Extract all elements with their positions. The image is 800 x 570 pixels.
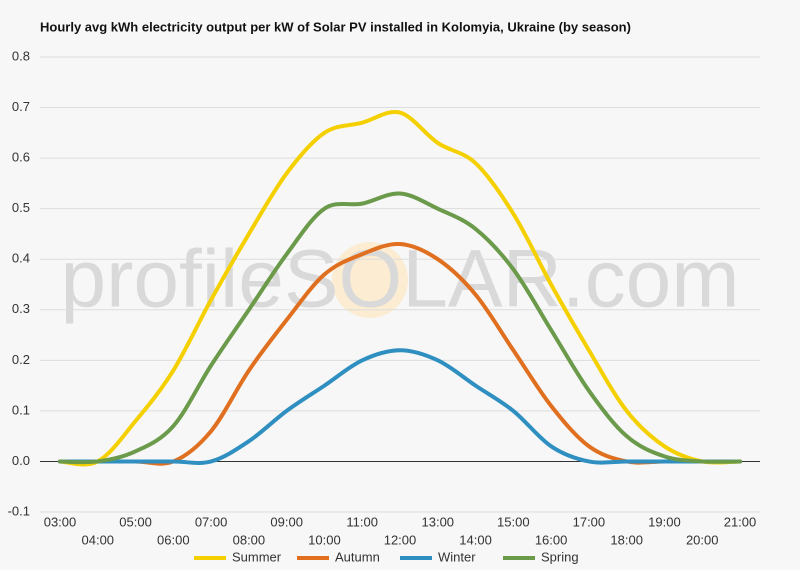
- y-tick-label: -0.1: [8, 503, 30, 518]
- series-line: [58, 348, 742, 465]
- x-tick-label: 16:00: [535, 532, 568, 547]
- x-tick-label: 05:00: [119, 514, 152, 529]
- x-tick-label: 15:00: [497, 514, 530, 529]
- watermark: profileSOLAR.com: [60, 234, 739, 325]
- series-line: [58, 191, 742, 465]
- x-tick-label: 06:00: [157, 532, 190, 547]
- y-tick-label: 0.4: [12, 251, 30, 266]
- x-tick-label: 14:00: [459, 532, 492, 547]
- x-tick-label: 07:00: [195, 514, 228, 529]
- legend-label: Summer: [232, 549, 282, 564]
- x-tick-label: 03:00: [44, 514, 77, 529]
- y-tick-label: 0.2: [12, 352, 30, 367]
- x-tick-label: 21:00: [724, 514, 757, 529]
- x-tick-label: 19:00: [648, 514, 681, 529]
- y-tick-label: 0.5: [12, 200, 30, 215]
- y-tick-label: 0.7: [12, 99, 30, 114]
- x-tick-label: 08:00: [233, 532, 266, 547]
- x-tick-label: 18:00: [610, 532, 643, 547]
- x-tick-label: 04:00: [82, 532, 115, 547]
- y-tick-label: 0.3: [12, 301, 30, 316]
- y-tick-label: 0.0: [12, 453, 30, 468]
- x-tick-label: 11:00: [346, 514, 378, 529]
- watermark-sun: [332, 242, 408, 318]
- y-tick-label: 0.1: [12, 402, 30, 417]
- chart-title: Hourly avg kWh electricity output per kW…: [40, 19, 631, 34]
- x-tick-label: 13:00: [422, 514, 455, 529]
- x-tick-label: 20:00: [686, 532, 719, 547]
- legend-label: Autumn: [335, 549, 380, 564]
- x-tick-label: 09:00: [270, 514, 303, 529]
- x-tick-label: 12:00: [384, 532, 417, 547]
- legend-label: Spring: [541, 549, 579, 564]
- x-tick-label: 17:00: [573, 514, 606, 529]
- legend-label: Winter: [438, 549, 476, 564]
- y-tick-label: 0.8: [12, 48, 30, 63]
- y-tick-label: 0.6: [12, 150, 30, 165]
- x-tick-label: 10:00: [308, 532, 341, 547]
- series-line: [58, 109, 742, 467]
